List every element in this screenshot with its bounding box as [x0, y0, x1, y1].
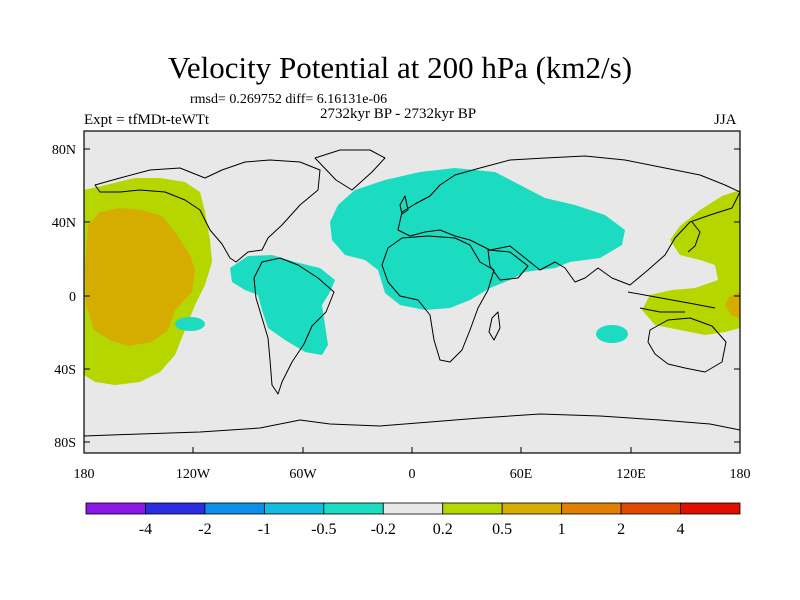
- colorbar-label-1: -2: [198, 521, 211, 538]
- lat-label-80n: 80N: [52, 143, 76, 158]
- lat-label-80s: 80S: [54, 436, 76, 451]
- colorbar-box-7: [501, 502, 563, 515]
- colorbar-label-2: -1: [258, 521, 271, 538]
- contour-eurasia-neg: [330, 168, 625, 310]
- coastline-africa: [381, 235, 495, 363]
- colorbar-box-3: [263, 502, 325, 515]
- lon-label-60e: 60E: [510, 467, 533, 482]
- lon-ticks: [83, 447, 741, 453]
- contour-small-neg-2: [596, 325, 628, 343]
- lon-label-120w: 120W: [176, 467, 211, 482]
- lat-ticks: [84, 148, 740, 443]
- stats-label: rmsd= 0.269752 diff= 6.16131e-06: [190, 92, 388, 107]
- lat-label-0: 0: [69, 290, 76, 305]
- coastline-south-america: [253, 257, 335, 395]
- colorbar-box-5: [382, 502, 444, 515]
- contour-samerica-neg: [230, 255, 335, 355]
- contour-wpac-mid: [725, 292, 740, 318]
- colorbar-label-4: -0.2: [371, 521, 396, 538]
- colorbar-label-0: -4: [139, 521, 152, 538]
- coastline-madagascar: [488, 311, 501, 341]
- coastline-uk: [399, 195, 409, 215]
- colorbar-box-10: [680, 502, 741, 515]
- colorbar-box-0: [85, 502, 146, 515]
- colorbar-box-9: [620, 502, 681, 515]
- colorbar-box-6: [442, 502, 503, 515]
- lat-label-40s: 40S: [54, 363, 76, 378]
- colorbar-label-7: 1: [558, 521, 566, 538]
- lon-label-180-left: 180: [74, 467, 95, 482]
- contour-small-neg-1: [175, 317, 205, 331]
- period-label: 2732kyr BP - 2732kyr BP: [320, 106, 477, 122]
- contour-pacific-mid: [85, 208, 195, 346]
- colorbar-label-3: -0.5: [311, 521, 336, 538]
- season-label: JJA: [714, 112, 737, 128]
- colorbar-label-6: 0.5: [492, 521, 512, 538]
- lon-label-180-right: 180: [730, 467, 751, 482]
- coastlines: [84, 149, 740, 437]
- coastline-antarctica: [84, 413, 740, 437]
- coastline-arabia: [487, 249, 529, 281]
- colorbar-box-2: [204, 502, 265, 515]
- colorbar-box-1: [145, 502, 206, 515]
- coastline-australia: [647, 317, 727, 373]
- coastline-eurasia: [397, 155, 740, 286]
- experiment-label: Expt = tfMDt-teWTt: [84, 112, 210, 128]
- coastline-japan: [687, 221, 701, 253]
- colorbar-label-8: 2: [617, 521, 625, 538]
- colorbar-box-4: [323, 502, 384, 515]
- coastline-greenland: [314, 149, 386, 191]
- lon-label-120e: 120E: [616, 467, 646, 482]
- colorbar-label-9: 4: [677, 521, 685, 538]
- colorbar-box-8: [561, 502, 622, 515]
- colorbar: -4 -2 -1 -0.5 -0.2 0.2 0.5 1 2 4: [85, 502, 741, 538]
- lon-label-60w: 60W: [289, 467, 317, 482]
- coastline-north-america: [94, 159, 321, 263]
- colorbar-label-5: 0.2: [433, 521, 453, 538]
- map-title: Velocity Potential at 200 hPa (km2/s): [167, 50, 633, 85]
- lat-label-40n: 40N: [52, 216, 76, 231]
- lon-label-0: 0: [409, 467, 416, 482]
- coastline-indonesia: [627, 291, 716, 313]
